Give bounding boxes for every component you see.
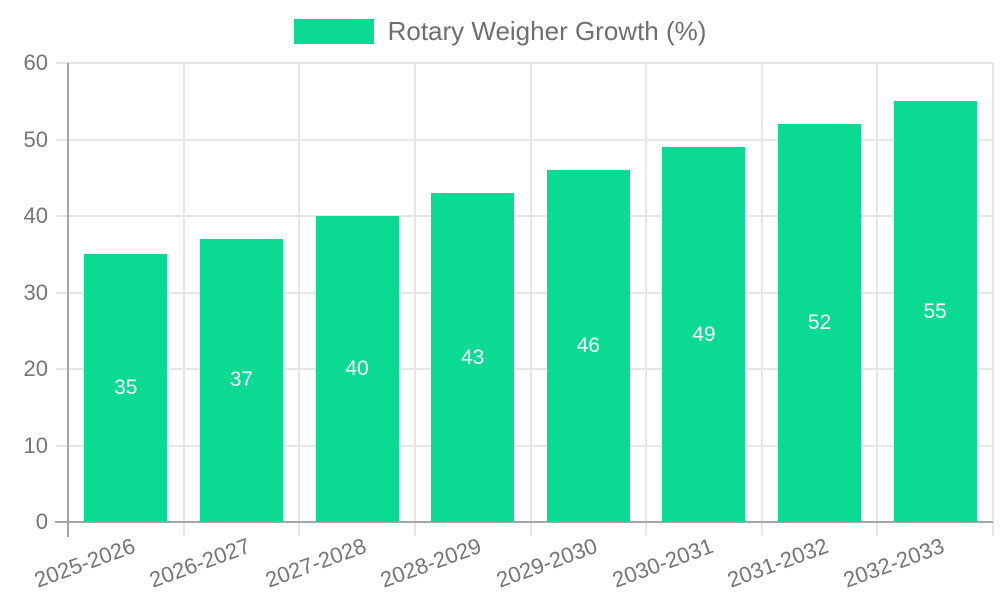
bar[interactable]: 37 <box>199 238 283 522</box>
y-axis-line <box>67 63 69 537</box>
x-tick-label: 2027-2028 <box>261 533 370 593</box>
x-tick-mark <box>645 522 648 536</box>
bar-value-label: 37 <box>229 368 254 392</box>
x-tick-label: 2025-2026 <box>30 533 139 593</box>
bar-value-label: 55 <box>923 299 947 323</box>
x-gridline <box>298 63 301 522</box>
bar-value-label: 43 <box>461 345 485 369</box>
y-tick-label: 10 <box>23 432 48 458</box>
x-gridline <box>760 63 763 522</box>
x-tick-label: 2026-2027 <box>146 533 254 593</box>
y-tick-mark <box>56 215 68 217</box>
x-tick-label: 2031-2032 <box>724 533 832 593</box>
y-tick-mark <box>56 444 68 447</box>
x-tick-label: 2030-2031 <box>608 533 717 593</box>
y-tick-label: 50 <box>23 126 48 152</box>
bar-value-label: 40 <box>345 357 369 380</box>
y-tick-mark <box>56 138 68 141</box>
legend-swatch <box>293 18 374 44</box>
y-tick-mark <box>56 291 68 294</box>
x-tick-mark <box>529 522 532 536</box>
x-tick-mark <box>760 522 763 536</box>
x-gridline <box>529 63 532 522</box>
x-tick-label: 2028-2029 <box>377 533 485 593</box>
y-tick-label: 30 <box>23 279 48 305</box>
x-gridline <box>992 63 994 522</box>
x-axis-line <box>55 521 993 523</box>
y-tick-mark <box>56 368 68 370</box>
x-gridline <box>645 63 648 522</box>
bar[interactable]: 49 <box>662 147 746 522</box>
x-tick-mark <box>992 522 994 536</box>
x-gridline <box>413 63 416 522</box>
y-tick-label: 0 <box>35 509 48 534</box>
x-tick-mark <box>413 522 416 536</box>
y-tick-label: 60 <box>23 50 48 75</box>
x-tick-mark <box>876 522 879 536</box>
x-tick-mark <box>182 522 185 536</box>
bar[interactable]: 52 <box>778 124 862 522</box>
legend-label: Rotary Weigher Growth (%) <box>387 16 707 46</box>
x-gridline <box>876 63 879 522</box>
bar[interactable]: 46 <box>546 170 630 522</box>
x-tick-label: 2032-2033 <box>839 533 948 593</box>
y-tick-mark <box>56 62 68 64</box>
bar[interactable]: 55 <box>893 101 977 522</box>
bar[interactable]: 40 <box>315 216 399 522</box>
bar-value-label: 49 <box>692 322 716 346</box>
legend[interactable]: Rotary Weigher Growth (%) <box>0 14 1000 48</box>
bar-value-label: 35 <box>114 376 138 400</box>
bar[interactable]: 35 <box>84 254 168 522</box>
bar-value-label: 52 <box>807 311 832 335</box>
x-tick-label: 2029-2030 <box>493 533 601 593</box>
y-tick-label: 40 <box>23 203 48 228</box>
bar[interactable]: 43 <box>431 193 515 522</box>
x-tick-mark <box>298 522 301 536</box>
x-gridline <box>182 63 185 522</box>
bar-value-label: 46 <box>576 334 600 358</box>
y-tick-label: 20 <box>23 356 48 381</box>
